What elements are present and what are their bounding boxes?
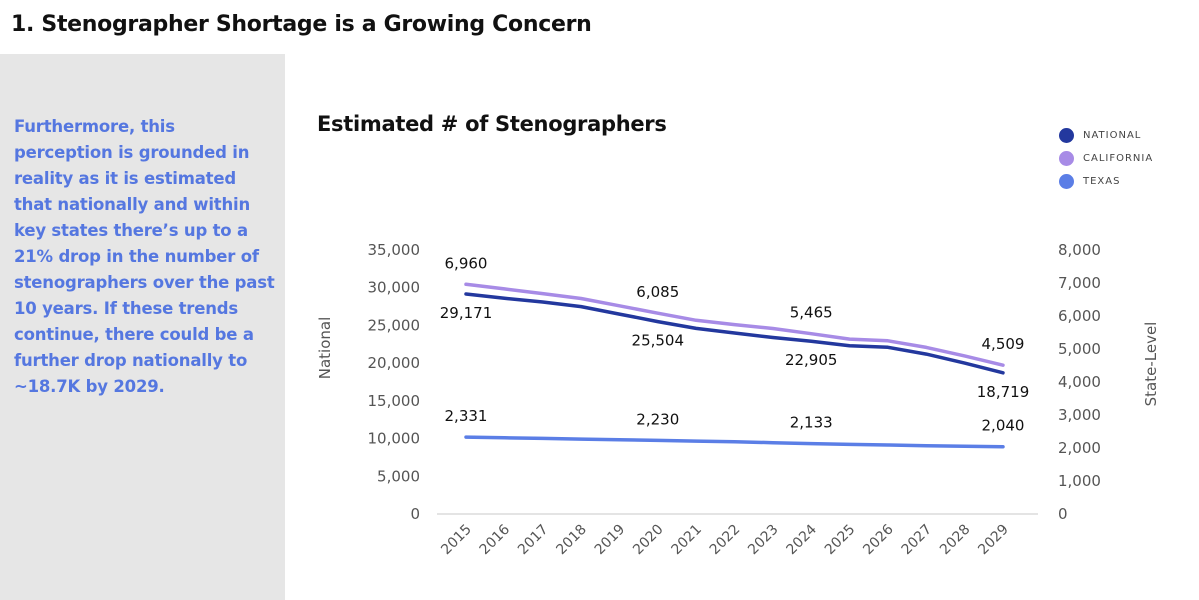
y2-tick-label: 3,000 bbox=[1058, 406, 1101, 424]
data-label-california: 5,465 bbox=[790, 304, 833, 322]
y-axis-title: National bbox=[316, 317, 334, 380]
legend-item-national: NATIONAL bbox=[1059, 124, 1189, 147]
data-label-california: 6,085 bbox=[636, 283, 679, 301]
data-label-national: 18,719 bbox=[977, 383, 1030, 401]
y2-tick-label: 0 bbox=[1058, 505, 1068, 523]
y2-axis-title: State-Level bbox=[1142, 322, 1160, 407]
x-tick-label: 2024 bbox=[784, 521, 821, 558]
data-label-texas: 2,040 bbox=[982, 417, 1025, 435]
y2-tick-label: 4,000 bbox=[1058, 373, 1101, 391]
series-line-texas bbox=[464, 435, 1005, 449]
x-tick-label: 2021 bbox=[668, 522, 705, 559]
x-tick-label: 2027 bbox=[899, 522, 936, 559]
x-tick-label: 2022 bbox=[707, 522, 744, 559]
y2-tick-label: 2,000 bbox=[1058, 439, 1101, 457]
legend-label-texas: TEXAS bbox=[1083, 176, 1121, 187]
y2-tick-label: 7,000 bbox=[1058, 274, 1101, 292]
y-tick-label: 15,000 bbox=[368, 392, 421, 410]
y2-tick-label: 5,000 bbox=[1058, 340, 1101, 358]
y-tick-label: 35,000 bbox=[368, 241, 421, 259]
page-title: 1. Stenographer Shortage is a Growing Co… bbox=[11, 12, 592, 37]
chart-title: Estimated # of Stenographers bbox=[317, 112, 667, 136]
data-label-texas: 2,133 bbox=[790, 414, 833, 432]
data-label-national: 25,504 bbox=[632, 332, 685, 350]
series-line-california bbox=[464, 282, 1005, 367]
x-tick-label: 2020 bbox=[630, 522, 667, 559]
legend-item-texas: TEXAS bbox=[1059, 170, 1189, 193]
x-tick-label: 2018 bbox=[553, 522, 590, 559]
y-tick-label: 5,000 bbox=[377, 467, 420, 485]
data-label-national: 22,905 bbox=[785, 351, 838, 369]
legend-marker-texas bbox=[1059, 174, 1074, 189]
data-label-california: 6,960 bbox=[445, 254, 488, 272]
legend-marker-national bbox=[1059, 128, 1074, 143]
series-line-national bbox=[464, 292, 1005, 375]
y2-tick-label: 1,000 bbox=[1058, 472, 1101, 490]
y2-tick-label: 8,000 bbox=[1058, 241, 1101, 259]
data-label-texas: 2,331 bbox=[445, 407, 488, 425]
x-tick-label: 2023 bbox=[745, 522, 782, 559]
y-tick-label: 0 bbox=[410, 505, 420, 523]
y-tick-label: 30,000 bbox=[368, 279, 421, 297]
x-tick-label: 2028 bbox=[937, 522, 974, 559]
y-tick-label: 20,000 bbox=[368, 354, 421, 372]
legend-label-california: CALIFORNIA bbox=[1083, 153, 1154, 164]
y-tick-label: 10,000 bbox=[368, 430, 421, 448]
chart-legend: NATIONAL CALIFORNIA TEXAS bbox=[1059, 124, 1189, 193]
data-label-texas: 2,230 bbox=[636, 410, 679, 428]
x-tick-label: 2016 bbox=[477, 521, 514, 558]
legend-marker-california bbox=[1059, 151, 1074, 166]
summary-text: Furthermore, this perception is grounded… bbox=[14, 117, 275, 396]
y-tick-label: 25,000 bbox=[368, 316, 421, 334]
data-label-national: 29,171 bbox=[440, 304, 493, 322]
legend-item-california: CALIFORNIA bbox=[1059, 147, 1189, 170]
x-tick-label: 2017 bbox=[515, 522, 552, 559]
x-tick-label: 2026 bbox=[860, 521, 897, 558]
legend-label-national: NATIONAL bbox=[1083, 130, 1142, 141]
x-tick-label: 2029 bbox=[975, 522, 1012, 559]
x-tick-label: 2015 bbox=[438, 522, 475, 559]
data-label-california: 4,509 bbox=[982, 335, 1025, 353]
y2-tick-label: 6,000 bbox=[1058, 307, 1101, 325]
x-tick-label: 2019 bbox=[592, 522, 629, 559]
x-tick-label: 2025 bbox=[822, 522, 859, 559]
side-panel: Furthermore, this perception is grounded… bbox=[0, 54, 285, 600]
